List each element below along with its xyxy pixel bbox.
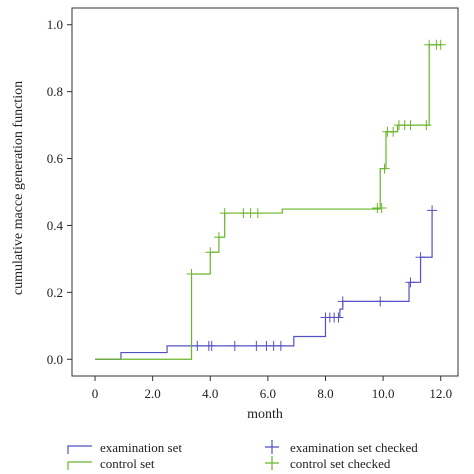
plot-frame: [71, 7, 459, 377]
y-tick-label: 1.0: [47, 17, 63, 32]
x-tick-label: 0: [92, 386, 99, 401]
censor-mark-examination-set-checked: [337, 296, 348, 307]
series-line-control-set: [95, 44, 441, 360]
x-tick-label: 6.0: [260, 386, 276, 401]
y-tick-label: 0.0: [47, 352, 63, 367]
censor-mark-control-set-checked: [252, 208, 263, 219]
censor-mark-control-set-checked: [388, 126, 399, 137]
censor-mark-examination-set-checked: [427, 205, 438, 216]
censor-mark-examination-set-checked: [415, 252, 426, 263]
legend-item-control-set: control set: [67, 456, 155, 471]
legend-label-control-set-checked: control set checked: [290, 456, 391, 471]
legend: examination set control set examination …: [67, 440, 418, 471]
censor-mark-control-set-checked: [219, 208, 230, 219]
x-tick-label: 10.0: [372, 386, 395, 401]
legend-item-examination-set: examination set: [67, 440, 182, 455]
legend-marker-examination-set-checked: [265, 440, 279, 454]
legend-label-examination-set: examination set: [100, 440, 182, 455]
x-tick-label: 2.0: [145, 386, 161, 401]
censor-mark-examination-set-checked: [229, 340, 240, 351]
y-tick-label: 0.4: [47, 218, 64, 233]
censor-mark-examination-set-checked: [375, 296, 386, 307]
legend-swatch-control-set: [67, 461, 92, 470]
censor-mark-examination-set-checked: [275, 340, 286, 351]
y-tick-label: 0.6: [47, 151, 64, 166]
censor-mark-control-set-checked: [376, 203, 387, 214]
y-tick-label: 0.2: [47, 285, 63, 300]
ticks-layer: 0 2.0 4.0 6.0 8.0 10.0 12.0 0.0 0.2 0.4 0.6 0.8 1.0: [47, 17, 452, 401]
censor-mark-control-set-checked: [186, 268, 197, 279]
legend-label-control-set: control set: [100, 456, 155, 471]
censor-mark-examination-set-checked: [405, 277, 416, 288]
censor-mark-control-set-checked: [435, 39, 446, 50]
censor-mark-control-set-checked: [405, 120, 416, 131]
censor-mark-control-set-checked: [379, 163, 390, 174]
legend-label-examination-set-checked: examination set checked: [290, 440, 418, 455]
censor-mark-control-set-checked: [213, 232, 224, 243]
legend-item-control-set-checked: control set checked: [265, 456, 391, 471]
x-axis-title: month: [247, 407, 283, 422]
censor-mark-control-set-checked: [205, 247, 216, 258]
legend-item-examination-set-checked: examination set checked: [265, 440, 418, 455]
censor-mark-examination-set-checked: [333, 312, 344, 323]
legend-marker-control-set-checked: [265, 456, 279, 470]
censor-mark-examination-set-checked: [192, 340, 203, 351]
y-tick-label: 0.8: [47, 84, 63, 99]
censor-mark-control-set-checked: [421, 120, 432, 131]
censor-layer: [186, 39, 446, 351]
x-tick-label: 4.0: [202, 386, 218, 401]
y-axis-title: cumulative macce generation function: [11, 81, 26, 295]
series-line-examination-set: [95, 210, 433, 360]
censor-mark-examination-set-checked: [206, 340, 217, 351]
x-tick-label: 8.0: [317, 386, 333, 401]
x-tick-label: 12.0: [429, 386, 452, 401]
series-layer: [95, 44, 441, 360]
censor-mark-examination-set-checked: [251, 340, 262, 351]
legend-swatch-examination-set: [67, 445, 92, 454]
